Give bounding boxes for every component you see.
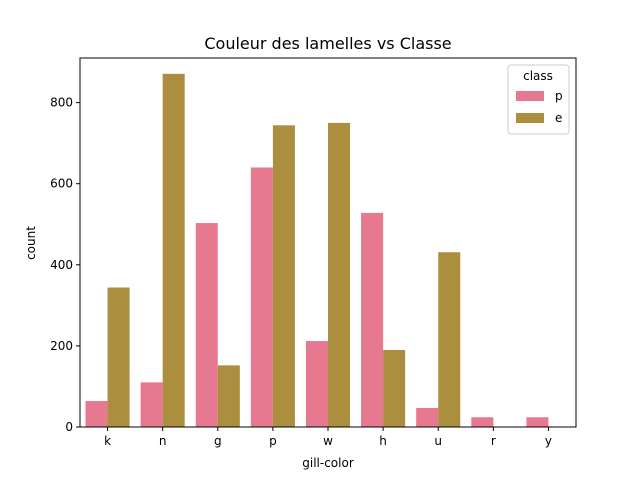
bar-e-n xyxy=(162,73,185,427)
y-axis-label: count xyxy=(24,226,38,260)
x-tick-label: g xyxy=(214,434,222,448)
bar-p-n xyxy=(140,382,163,427)
y-tick-label: 400 xyxy=(50,258,73,272)
legend-label-e: e xyxy=(555,111,562,125)
y-tick-label: 600 xyxy=(50,177,73,191)
y-tick-label: 200 xyxy=(50,339,73,353)
bar-p-p xyxy=(250,167,273,428)
x-axis-label: gill-color xyxy=(302,456,354,470)
legend-swatch-p xyxy=(516,91,544,101)
bar-p-y xyxy=(526,417,549,427)
bar-e-g xyxy=(217,365,240,427)
bar-e-k xyxy=(107,287,130,427)
legend-swatch-e xyxy=(516,113,544,123)
bar-p-h xyxy=(361,212,384,427)
legend-title: class xyxy=(523,69,553,83)
bar-e-u xyxy=(438,252,461,427)
x-tick-label: w xyxy=(323,434,333,448)
x-tick-label: y xyxy=(545,434,552,448)
bars-group xyxy=(85,73,549,428)
y-axis: 0 200 400 600 800 xyxy=(50,96,80,434)
plot-frame xyxy=(79,57,577,428)
bar-p-w xyxy=(305,341,328,427)
bar-p-g xyxy=(195,223,218,427)
bar-e-h xyxy=(383,349,406,427)
x-tick-label: u xyxy=(434,434,442,448)
x-tick-label: n xyxy=(159,434,167,448)
bar-e-w xyxy=(328,122,351,427)
bar-e-p xyxy=(272,125,295,427)
legend-label-p: p xyxy=(555,89,563,103)
chart-title: Couleur des lamelles vs Classe xyxy=(204,34,451,53)
x-tick-label: h xyxy=(379,434,387,448)
y-tick-label: 800 xyxy=(50,96,73,110)
x-tick-label: r xyxy=(491,434,496,448)
x-tick-label: p xyxy=(269,434,277,448)
bar-p-u xyxy=(416,407,439,427)
bar-p-k xyxy=(85,401,108,427)
y-tick-label: 0 xyxy=(65,420,73,434)
bar-p-r xyxy=(471,417,494,427)
legend: class p e xyxy=(507,64,570,135)
x-tick-label: k xyxy=(104,434,111,448)
